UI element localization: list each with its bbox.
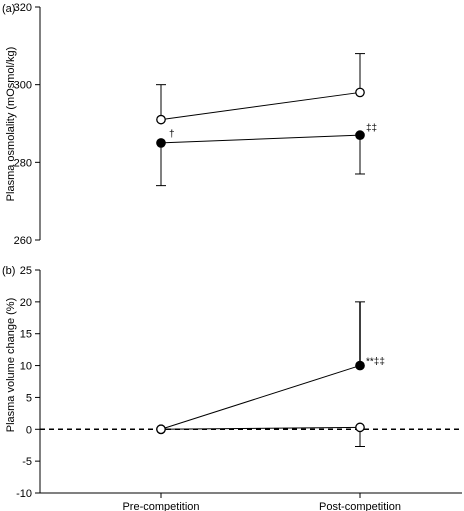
data-point-open — [156, 114, 166, 125]
series-line-open — [160, 426, 361, 430]
panel-label: (b) — [2, 265, 15, 277]
x-tick-label: Post-competition — [319, 501, 401, 511]
data-point-open — [355, 87, 365, 98]
y-tick-label: -5 — [22, 456, 32, 468]
y-tick-label: 10 — [20, 361, 32, 373]
y-axis-title: Plasma osmolality (mOsmol/kg) — [5, 47, 17, 202]
y-tick-label: 260 — [14, 235, 32, 247]
y-tick-label: 320 — [14, 2, 32, 14]
data-point-filled — [156, 138, 166, 148]
data-point-filled — [355, 360, 365, 371]
significance-annotation: † — [169, 129, 175, 140]
y-tick-label: -10 — [16, 488, 32, 500]
y-tick-label: 5 — [26, 392, 32, 404]
y-tick-label: 25 — [20, 265, 32, 277]
panel-label: (a) — [2, 3, 15, 15]
y-tick-label: 280 — [14, 157, 32, 169]
y-tick-label: 0 — [26, 424, 32, 436]
series-line-open — [160, 91, 361, 121]
y-tick-label: 15 — [20, 329, 32, 341]
significance-annotation: **‡‡ — [366, 357, 385, 368]
y-axis-title: Plasma volume change (%) — [5, 298, 17, 433]
series-line-filled — [160, 134, 361, 144]
significance-annotation: ‡‡ — [366, 123, 377, 134]
y-tick-label: 20 — [20, 297, 32, 309]
data-point-open — [355, 422, 365, 433]
data-point-open — [156, 424, 166, 435]
series-line-filled — [160, 365, 361, 430]
x-tick-label: Pre-competition — [122, 501, 199, 511]
y-tick-label: 300 — [14, 80, 32, 92]
data-point-filled — [355, 130, 365, 140]
